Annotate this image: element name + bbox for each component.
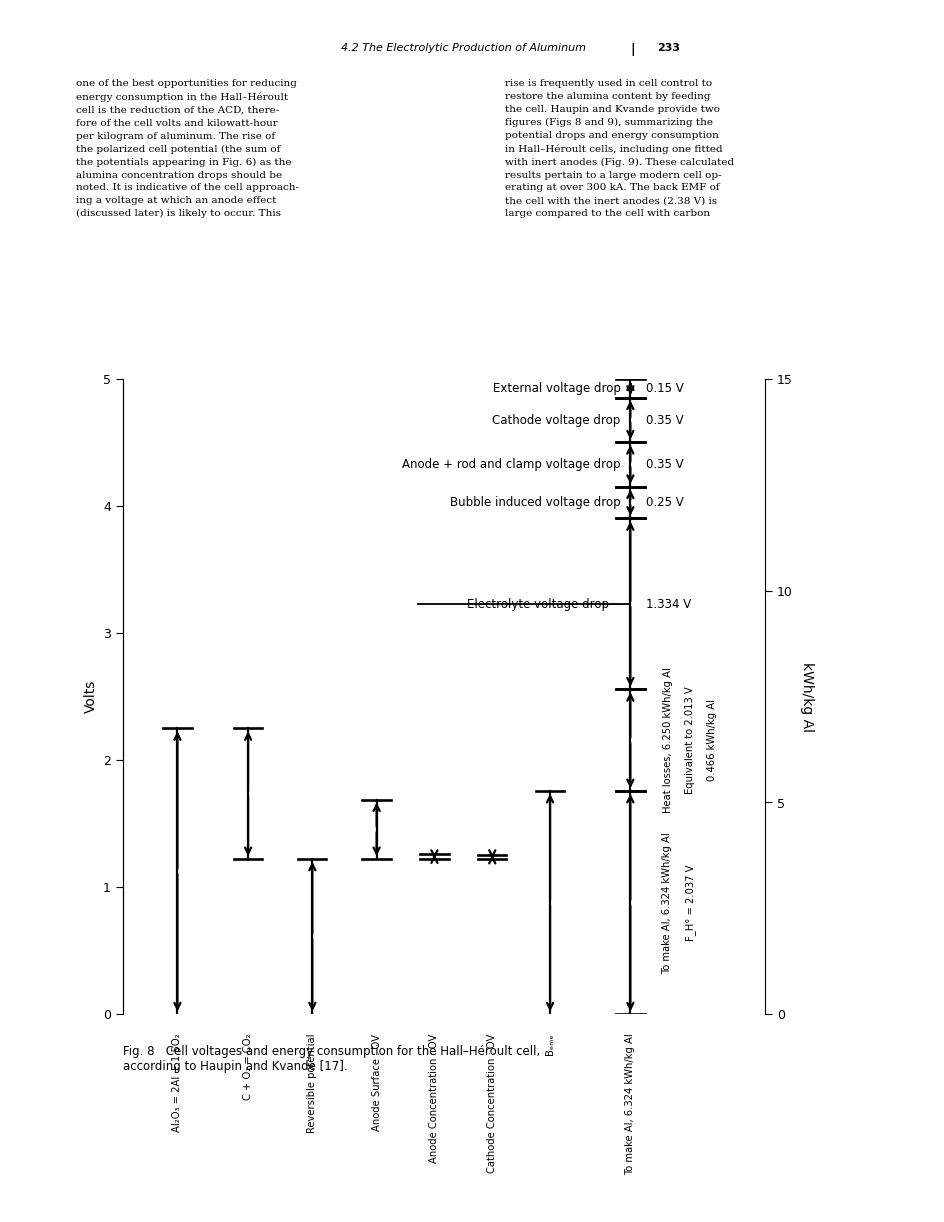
Y-axis label: kWh/kg Al: kWh/kg Al — [800, 661, 813, 732]
Text: Electrolyte voltage drop—: Electrolyte voltage drop— — [466, 598, 620, 611]
Text: 0.35 V: 0.35 V — [646, 413, 683, 426]
Text: 0.15 V: 0.15 V — [646, 381, 683, 395]
Text: 0.35 V: 0.35 V — [646, 458, 683, 472]
Text: C + O₂ = CO₂: C + O₂ = CO₂ — [243, 1034, 253, 1100]
Text: External voltage drop: External voltage drop — [493, 381, 620, 395]
Text: 0.25 V: 0.25 V — [646, 496, 683, 510]
Text: Cathode voltage drop: Cathode voltage drop — [492, 413, 620, 426]
Text: To make Al, 6.324 kWh/kg Al: To make Al, 6.324 kWh/kg Al — [662, 832, 672, 974]
Text: rise is frequently used in cell control to
restore the alumina content by feedin: rise is frequently used in cell control … — [505, 79, 734, 218]
Text: F_H° = 2.037 V: F_H° = 2.037 V — [684, 864, 696, 941]
Text: Equivalent to 2.013 V: Equivalent to 2.013 V — [684, 687, 695, 794]
Text: Reversible potential: Reversible potential — [307, 1034, 317, 1133]
Text: Cathode Concentration : OV: Cathode Concentration : OV — [487, 1034, 497, 1173]
Text: 0.466 kWh/kg Al: 0.466 kWh/kg Al — [707, 699, 716, 781]
Text: Al₂O₃ = 2Al + 1.5O₂: Al₂O₃ = 2Al + 1.5O₂ — [173, 1034, 182, 1132]
Text: Anode Concentration : OV: Anode Concentration : OV — [430, 1034, 439, 1162]
Text: Anode Surface : OV: Anode Surface : OV — [371, 1034, 381, 1130]
Text: Anode + rod and clamp voltage drop: Anode + rod and clamp voltage drop — [402, 458, 620, 472]
Text: 1.334 V: 1.334 V — [646, 598, 691, 611]
Text: 4.2 The Electrolytic Production of Aluminum: 4.2 The Electrolytic Production of Alumi… — [341, 43, 585, 53]
Text: 233: 233 — [656, 43, 679, 53]
Text: Bubble induced voltage drop: Bubble induced voltage drop — [449, 496, 620, 510]
Text: |: | — [631, 43, 634, 56]
Y-axis label: Volts: Volts — [83, 679, 97, 714]
Text: To make Al, 6.324 kWh/kg Al: To make Al, 6.324 kWh/kg Al — [625, 1034, 634, 1176]
Text: Fig. 8   Cell voltages and energy consumption for the Hall–Héroult cell,
accordi: Fig. 8 Cell voltages and energy consumpt… — [123, 1045, 540, 1073]
Text: one of the best opportunities for reducing
energy consumption in the Hall–Héroul: one of the best opportunities for reduci… — [76, 79, 298, 219]
Text: Bₑₘₑ: Bₑₘₑ — [545, 1034, 554, 1055]
Text: Heat losses, 6.250 kWh/kg Al: Heat losses, 6.250 kWh/kg Al — [662, 667, 672, 813]
